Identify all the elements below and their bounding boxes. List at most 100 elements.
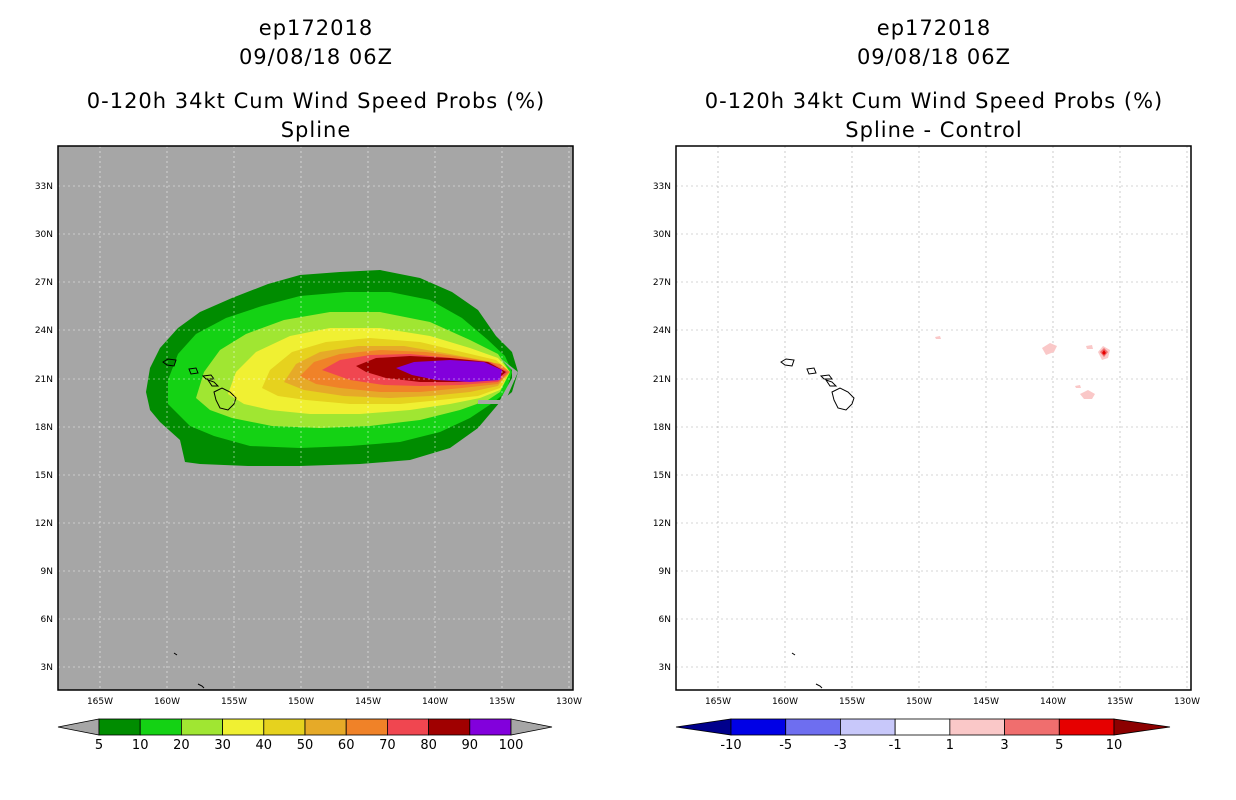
lon-tick-label: 140W xyxy=(1040,697,1066,707)
lat-tick-label: 21N xyxy=(35,375,53,385)
right-colorbar-swatch xyxy=(730,718,787,736)
lon-tick-label: 145W xyxy=(355,697,381,707)
lat-tick-label: 12N xyxy=(35,519,53,529)
right-storm-id: ep172018 xyxy=(876,16,992,40)
left-colorbar-swatch xyxy=(98,718,141,736)
left-colorbar-label: 5 xyxy=(95,738,103,753)
right-colorbar-label: 10 xyxy=(1106,738,1123,753)
lat-tick-label: 3N xyxy=(41,663,53,673)
left-colorbar-label: 10 xyxy=(132,738,149,753)
lon-tick-label: 130W xyxy=(1174,697,1200,707)
lat-tick-label: 9N xyxy=(659,567,671,577)
lat-tick-label: 24N xyxy=(35,326,53,336)
right-colorbar-label: -10 xyxy=(720,738,741,753)
left-colorbar-swatch xyxy=(386,718,429,736)
left-datetime: 09/08/18 06Z xyxy=(238,45,394,69)
lon-tick-label: 130W xyxy=(556,697,582,707)
lon-tick-label: 165W xyxy=(705,697,731,707)
lon-tick-label: 145W xyxy=(973,697,999,707)
right-colorbar: -10 -5 -3 -1 1 3 5 10 xyxy=(675,718,1171,753)
left-colorbar-swatch xyxy=(263,718,306,736)
left-colorbar-label: 20 xyxy=(173,738,190,753)
lat-tick-label: 24N xyxy=(653,326,671,336)
left-colorbar-label: 50 xyxy=(297,738,314,753)
right-subtitle: Spline - Control xyxy=(845,118,1023,142)
left-colorbar-swatch xyxy=(222,718,265,736)
left-colorbar-extend-low xyxy=(57,718,100,736)
right-colorbar-label: -3 xyxy=(834,738,847,753)
lat-tick-label: 18N xyxy=(35,423,53,433)
right-colorbar-swatch xyxy=(785,718,841,736)
lon-tick-label: 140W xyxy=(422,697,448,707)
right-colorbar-swatch xyxy=(1004,718,1060,736)
left-colorbar-swatch xyxy=(428,718,471,736)
left-colorbar-label: 40 xyxy=(256,738,273,753)
lat-tick-label: 6N xyxy=(659,615,671,625)
right-colorbar-swatch xyxy=(1058,718,1115,736)
right-colorbar-extend-high xyxy=(1113,718,1171,736)
lat-tick-label: 12N xyxy=(653,519,671,529)
lon-tick-label: 150W xyxy=(906,697,932,707)
right-product-title: 0-120h 34kt Cum Wind Speed Probs (%) xyxy=(704,89,1164,113)
lon-tick-label: 135W xyxy=(1107,697,1133,707)
right-gridlines xyxy=(676,146,1191,690)
right-colorbar-swatch xyxy=(840,718,896,736)
lat-tick-label: 33N xyxy=(35,182,53,192)
right-map: 33N 30N 27N 24N 21N 18N 15N 12N 9N 6N 3N 165W 160W 1… xyxy=(653,145,1200,753)
lon-tick-label: 150W xyxy=(288,697,314,707)
difference-contours xyxy=(935,336,1110,399)
right-datetime: 09/08/18 06Z xyxy=(856,45,1012,69)
lon-tick-label: 135W xyxy=(489,697,515,707)
left-map: 33N 30N 27N 24N 21N 18N 15N 12N 9N 6N 3N 165W 160W 1… xyxy=(35,145,582,753)
lat-tick-label: 30N xyxy=(35,230,53,240)
left-subtitle: Spline xyxy=(280,118,352,142)
lat-tick-label: 15N xyxy=(653,471,671,481)
left-colorbar: 5 10 20 30 40 50 60 70 80 90 100 xyxy=(57,718,553,753)
left-colorbar-label: 90 xyxy=(462,738,479,753)
lon-tick-label: 155W xyxy=(221,697,247,707)
lat-tick-label: 18N xyxy=(653,423,671,433)
lon-tick-label: 160W xyxy=(154,697,180,707)
left-colorbar-swatch xyxy=(139,718,182,736)
lat-tick-label: 27N xyxy=(653,278,671,288)
lon-tick-label: 165W xyxy=(87,697,113,707)
lat-tick-label: 27N xyxy=(35,278,53,288)
left-colorbar-label: 100 xyxy=(499,738,524,753)
left-colorbar-extend-high xyxy=(510,718,553,736)
lat-tick-label: 33N xyxy=(653,182,671,192)
right-map-frame xyxy=(675,145,1192,691)
right-colorbar-label: 1 xyxy=(946,738,954,753)
left-product-title: 0-120h 34kt Cum Wind Speed Probs (%) xyxy=(86,89,546,113)
left-colorbar-label: 30 xyxy=(214,738,231,753)
left-colorbar-swatch xyxy=(304,718,347,736)
left-colorbar-label: 80 xyxy=(420,738,437,753)
right-colorbar-swatch xyxy=(894,718,951,736)
lat-tick-label: 9N xyxy=(41,567,53,577)
left-title-block: ep172018 09/08/18 06Z 0-120h 34kt Cum Wi… xyxy=(58,14,574,145)
lat-tick-label: 15N xyxy=(35,471,53,481)
right-colorbar-swatch xyxy=(949,718,1005,736)
lon-tick-label: 155W xyxy=(839,697,865,707)
right-colorbar-label: -5 xyxy=(779,738,792,753)
right-coastlines xyxy=(780,358,855,689)
lat-tick-label: 30N xyxy=(653,230,671,240)
left-gridlines xyxy=(58,146,573,690)
left-colorbar-label: 70 xyxy=(379,738,396,753)
prob-100-edge xyxy=(478,358,518,404)
right-map-background xyxy=(676,146,1191,690)
left-colorbar-swatch xyxy=(345,718,388,736)
right-colorbar-label: -1 xyxy=(889,738,902,753)
lat-tick-label: 6N xyxy=(41,615,53,625)
left-map-frame xyxy=(57,145,574,691)
left-colorbar-label: 60 xyxy=(338,738,355,753)
left-storm-id: ep172018 xyxy=(258,16,374,40)
right-colorbar-label: 5 xyxy=(1055,738,1063,753)
prob-90-100-region xyxy=(396,360,502,382)
right-colorbar-extend-low xyxy=(675,718,732,736)
lat-tick-label: 21N xyxy=(653,375,671,385)
right-title-block: ep172018 09/08/18 06Z 0-120h 34kt Cum Wi… xyxy=(676,14,1192,145)
right-colorbar-label: 3 xyxy=(1000,738,1008,753)
lon-tick-label: 160W xyxy=(772,697,798,707)
lat-tick-label: 3N xyxy=(659,663,671,673)
left-colorbar-swatch xyxy=(469,718,512,736)
